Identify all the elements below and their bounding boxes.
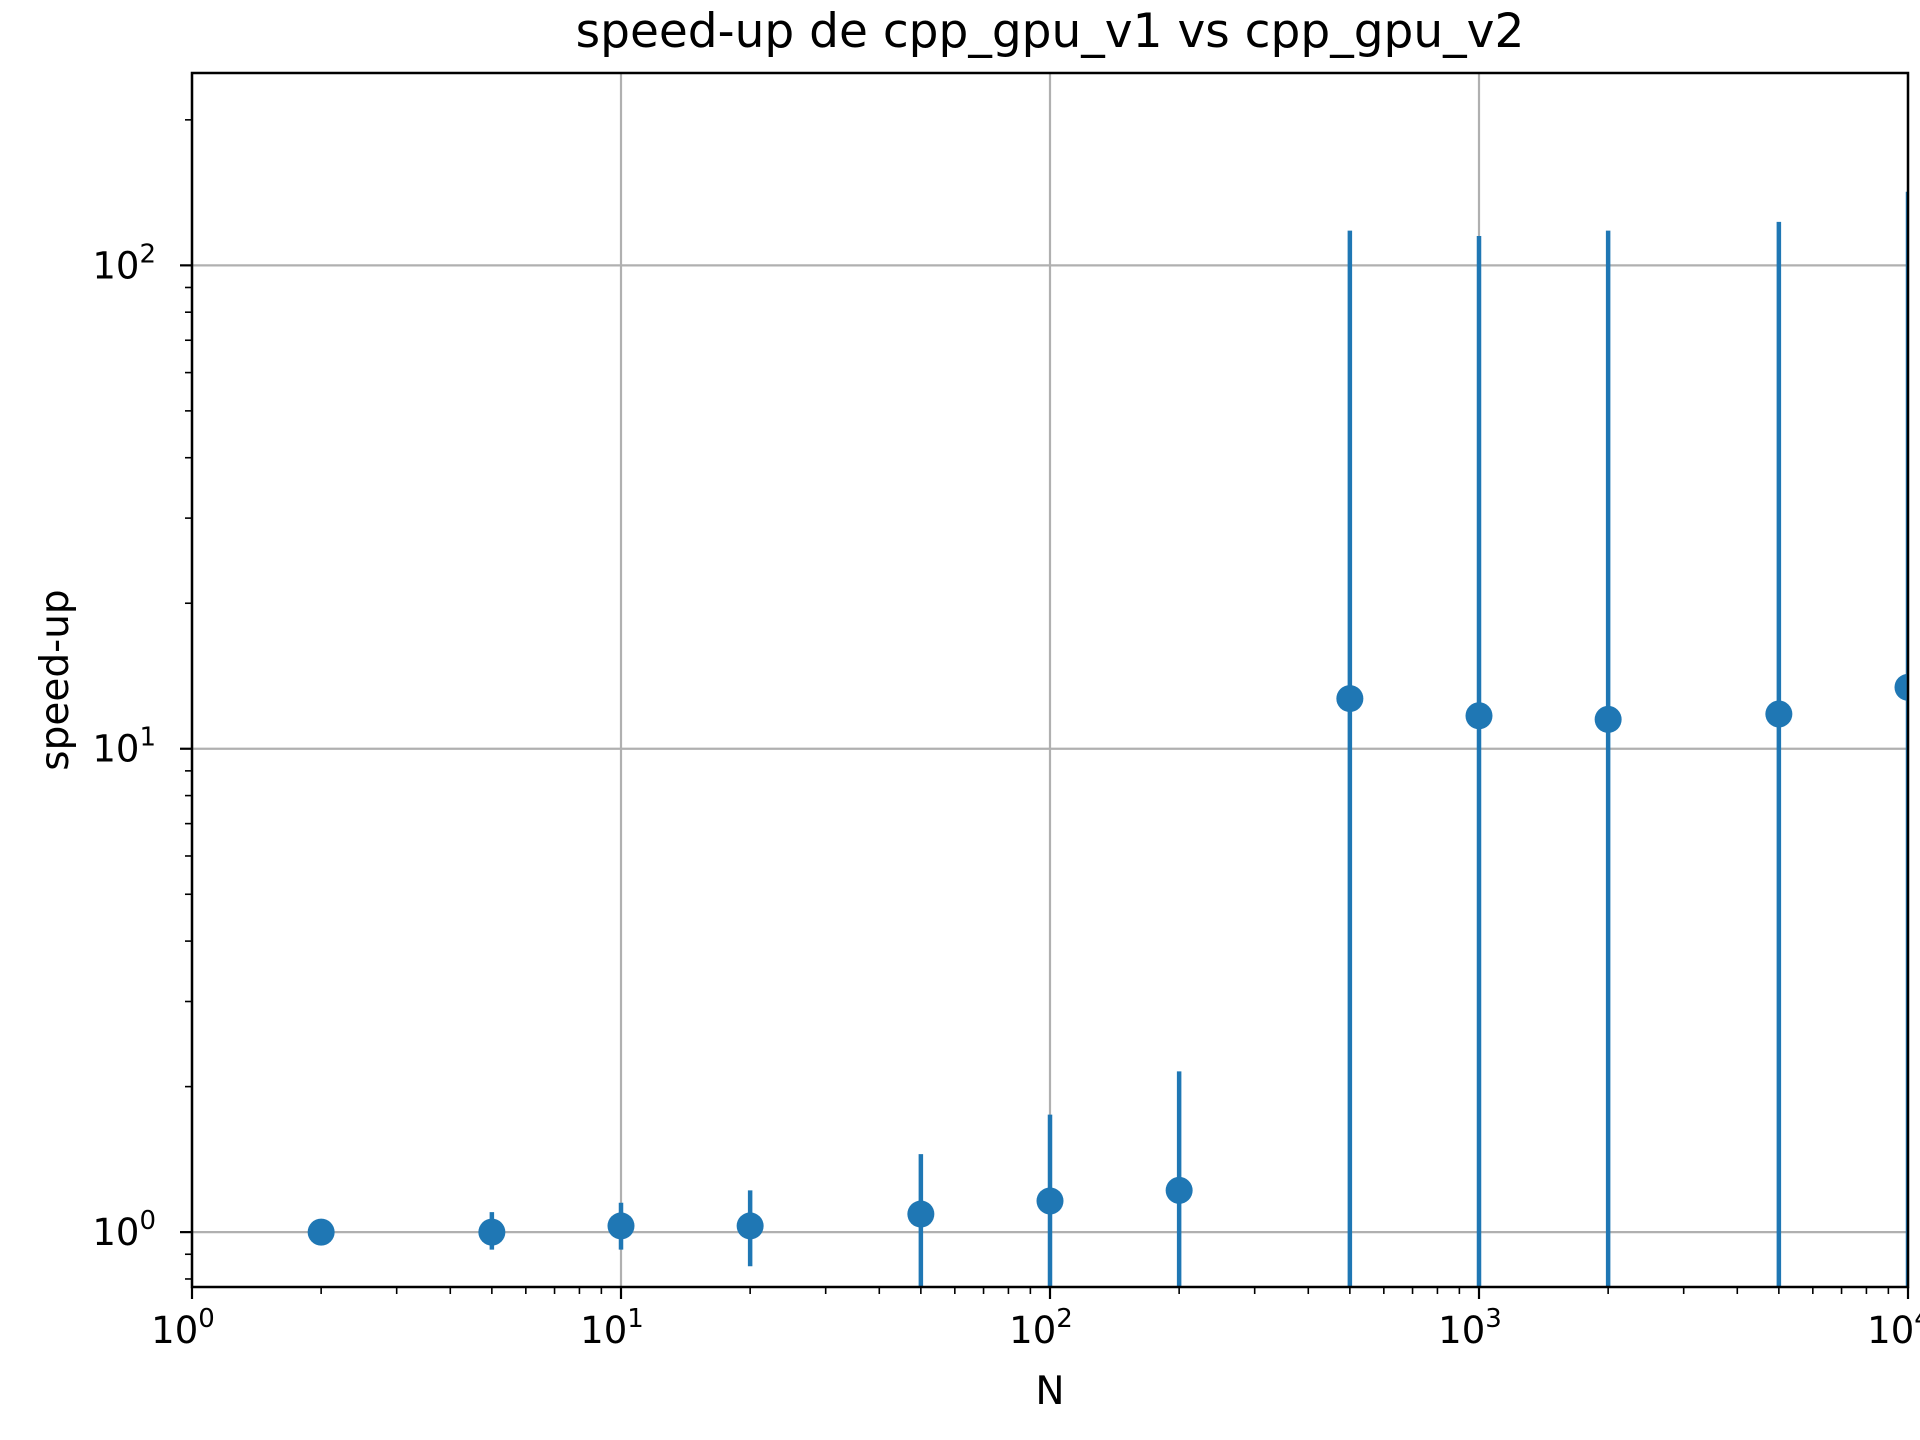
x-tick-label-base: 10: [1438, 1309, 1485, 1352]
x-axis-title: N: [1035, 1369, 1064, 1414]
x-tick-label-exponent: 1: [627, 1304, 644, 1334]
y-tick-label-base: 10: [92, 244, 139, 287]
tick-labels: 100101102103104100101102: [92, 239, 1920, 1352]
x-tick-label-base: 10: [151, 1309, 198, 1352]
data-series: [307, 191, 1908, 1287]
y-tick-label-base: 10: [92, 728, 139, 771]
x-tick-label-exponent: 0: [198, 1304, 215, 1334]
x-tick-label-exponent: 2: [1056, 1304, 1073, 1334]
x-tick-label: 103: [1438, 1304, 1502, 1352]
y-tick-label: 102: [92, 239, 156, 287]
x-tick-label: 104: [1867, 1304, 1920, 1352]
data-point: [1165, 1176, 1193, 1204]
x-tick-label-exponent: 4: [1914, 1304, 1920, 1334]
x-tick-label: 100: [151, 1304, 215, 1352]
axis-ticks: [180, 119, 1910, 1299]
data-point: [1594, 705, 1622, 733]
chart-title: speed-up de cpp_gpu_v1 vs cpp_gpu_v2: [576, 4, 1525, 59]
data-point: [307, 1218, 335, 1246]
data-point: [907, 1200, 935, 1228]
y-tick-label: 101: [92, 723, 156, 771]
data-point: [736, 1212, 764, 1240]
x-tick-label-exponent: 3: [1485, 1304, 1502, 1334]
x-tick-label-base: 10: [1009, 1309, 1056, 1352]
y-tick-label-exponent: 1: [139, 723, 156, 753]
x-tick-label: 102: [1009, 1304, 1073, 1352]
x-tick-label: 101: [580, 1304, 644, 1352]
data-point: [1465, 702, 1493, 730]
y-tick-label: 100: [92, 1206, 156, 1254]
data-point: [1765, 700, 1793, 728]
data-point: [1036, 1187, 1064, 1215]
data-point: [1336, 685, 1364, 713]
data-point: [1894, 673, 1908, 701]
y-tick-label-base: 10: [92, 1211, 139, 1254]
x-tick-label-base: 10: [1867, 1309, 1914, 1352]
data-point: [478, 1218, 506, 1246]
y-tick-label-exponent: 0: [139, 1206, 156, 1236]
y-tick-label-exponent: 2: [139, 239, 156, 269]
data-point: [607, 1212, 635, 1240]
y-axis-title: speed-up: [33, 589, 78, 770]
x-tick-label-base: 10: [580, 1309, 627, 1352]
